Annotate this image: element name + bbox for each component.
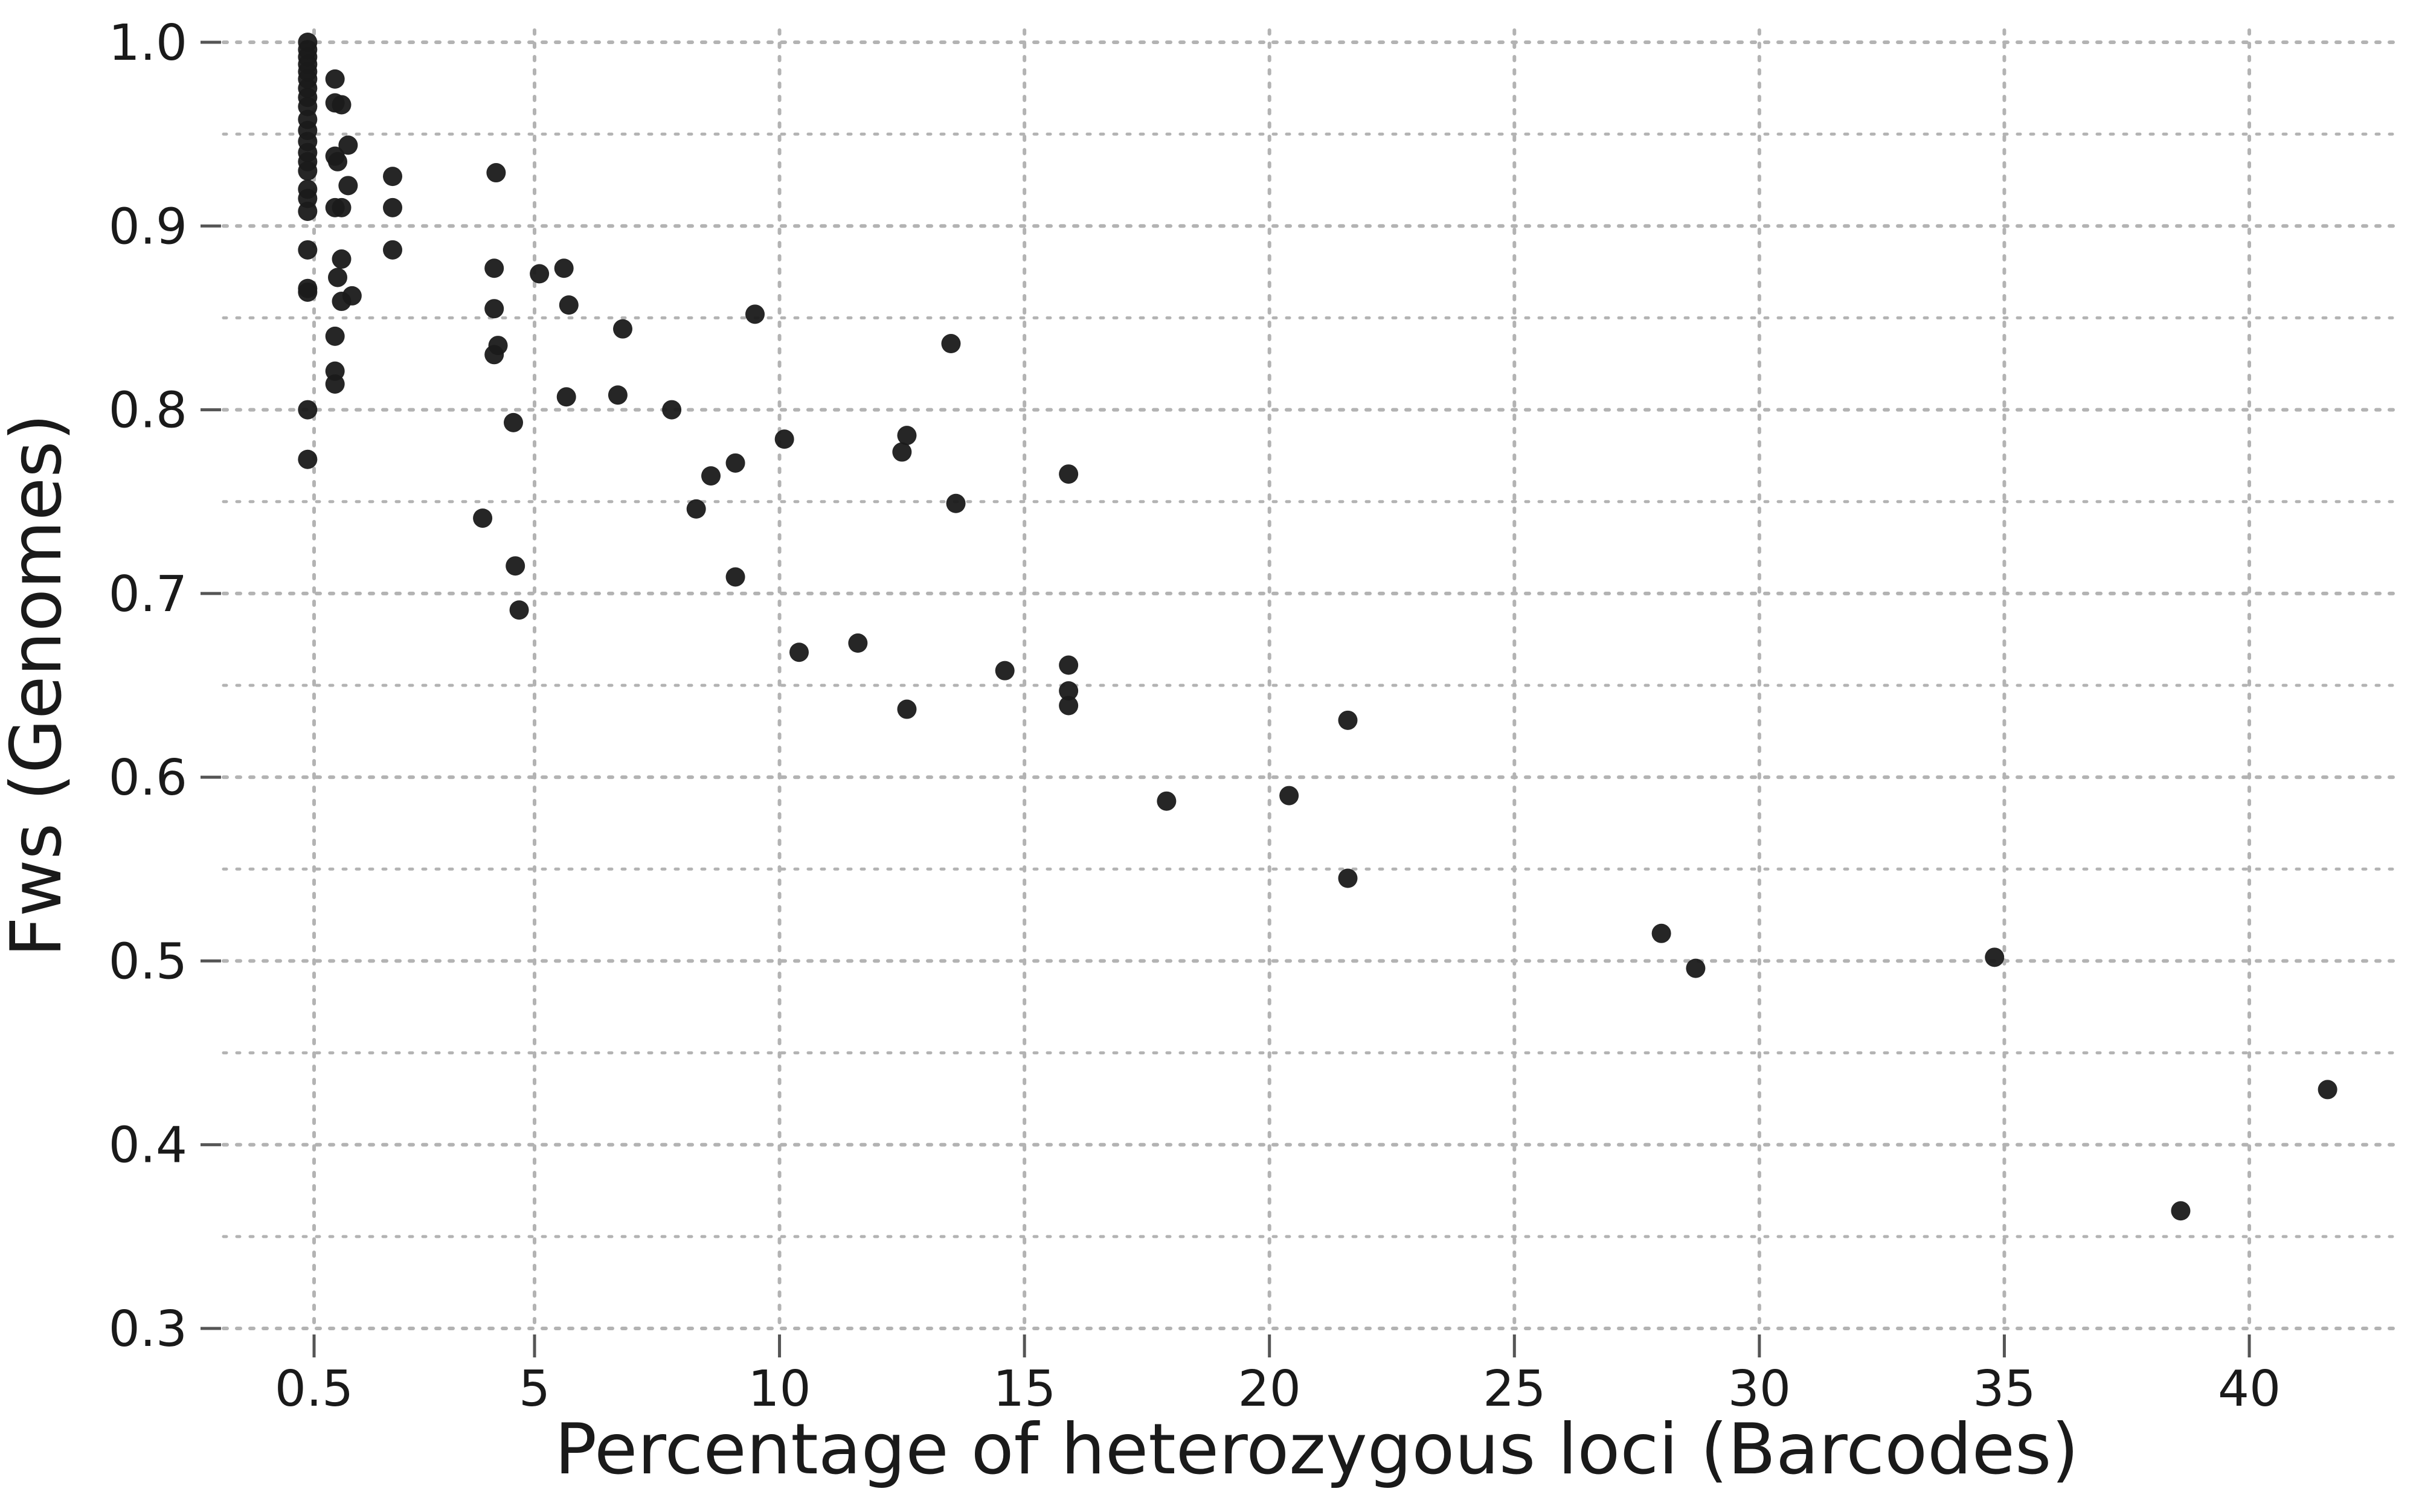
- data-point: [1985, 947, 2005, 967]
- data-point: [662, 400, 682, 420]
- data-point: [298, 449, 318, 469]
- data-point: [941, 334, 961, 354]
- point-layer: [298, 33, 2337, 1221]
- data-point: [484, 258, 504, 278]
- data-point: [613, 319, 633, 339]
- data-point: [1651, 923, 1671, 943]
- data-point: [725, 567, 745, 587]
- data-point: [383, 240, 402, 260]
- x-tick-label: 10: [748, 1360, 811, 1418]
- data-point: [559, 295, 579, 315]
- data-point: [892, 442, 912, 462]
- data-point: [328, 267, 347, 287]
- tick-layer: 0.3 0.4 0.5 0.6 0.7 0.8 0.9 1.0 0.5 5 10 15 20 25 30 35…: [109, 14, 2281, 1418]
- data-point: [473, 508, 493, 528]
- data-point: [506, 556, 525, 576]
- data-point: [2171, 1201, 2191, 1221]
- data-point: [1338, 868, 1358, 888]
- y-tick-label: 0.4: [109, 1117, 187, 1174]
- y-tick-label: 0.7: [109, 566, 187, 623]
- data-point: [995, 661, 1015, 681]
- data-point: [1279, 786, 1299, 806]
- data-point: [332, 249, 352, 269]
- x-tick-label: 20: [1238, 1360, 1301, 1418]
- data-point: [1157, 791, 1177, 811]
- data-point: [338, 135, 358, 155]
- data-point: [530, 264, 550, 284]
- data-point: [701, 466, 721, 486]
- grid-layer: [222, 28, 2403, 1334]
- data-point: [328, 152, 347, 171]
- x-tick-label: 0.5: [275, 1360, 353, 1418]
- data-point: [897, 426, 917, 446]
- data-point: [725, 453, 745, 473]
- data-point: [789, 642, 809, 662]
- data-point: [608, 385, 628, 405]
- data-point: [325, 326, 345, 346]
- data-point: [484, 299, 504, 319]
- data-point: [848, 633, 868, 653]
- data-point: [338, 176, 358, 196]
- data-point: [556, 387, 576, 407]
- x-tick-label: 40: [2218, 1360, 2281, 1418]
- x-tick-label: 5: [519, 1360, 550, 1418]
- data-point: [745, 304, 765, 324]
- data-point: [383, 167, 402, 187]
- x-axis-title: Percentage of heterozygous loci (Barcode…: [554, 1409, 2079, 1490]
- data-point: [2318, 1080, 2337, 1100]
- data-point: [298, 240, 318, 260]
- data-point: [325, 69, 345, 89]
- y-tick-label: 0.8: [109, 382, 187, 440]
- y-tick-label: 0.9: [109, 198, 187, 255]
- y-tick-label: 0.3: [109, 1301, 187, 1358]
- data-point: [488, 336, 508, 356]
- data-point: [554, 258, 574, 278]
- data-point: [946, 493, 966, 513]
- data-point: [897, 699, 917, 719]
- data-point: [509, 600, 529, 620]
- data-point: [298, 161, 318, 181]
- x-tick-label: 25: [1483, 1360, 1546, 1418]
- data-point: [1059, 655, 1079, 675]
- y-tick-label: 0.6: [109, 749, 187, 807]
- data-point: [342, 286, 362, 306]
- data-point: [1338, 710, 1358, 730]
- x-tick-label: 30: [1728, 1360, 1791, 1418]
- y-tick-label: 1.0: [109, 14, 187, 72]
- data-point: [1059, 464, 1079, 484]
- y-axis-title: Fws (Genomes): [0, 414, 77, 957]
- data-point: [1059, 696, 1079, 716]
- data-point: [1059, 681, 1079, 701]
- data-point: [686, 499, 706, 519]
- data-point: [298, 400, 318, 420]
- data-point: [486, 163, 506, 183]
- x-tick-label: 35: [1973, 1360, 2035, 1418]
- data-point: [1686, 958, 1706, 978]
- data-point: [325, 374, 345, 394]
- data-point: [383, 197, 402, 217]
- data-point: [332, 197, 352, 217]
- data-point: [774, 429, 794, 449]
- data-point: [504, 412, 523, 432]
- data-point: [298, 201, 318, 221]
- x-tick-label: 15: [993, 1360, 1056, 1418]
- y-tick-label: 0.5: [109, 933, 187, 990]
- data-point: [332, 95, 352, 115]
- data-point: [298, 282, 318, 302]
